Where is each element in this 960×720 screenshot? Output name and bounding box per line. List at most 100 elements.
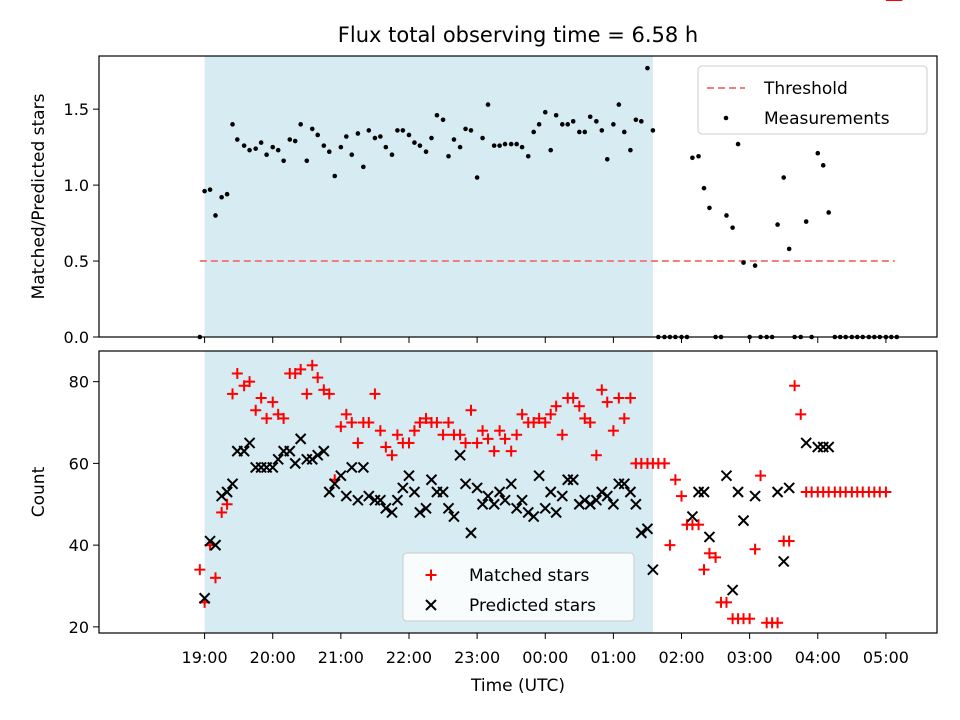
data-point-x <box>624 486 637 498</box>
data-point-x <box>386 506 398 519</box>
data-point-dot <box>707 205 712 211</box>
data-point-plus <box>880 486 892 498</box>
data-point-plus <box>346 417 358 429</box>
data-point-dot <box>372 135 378 141</box>
data-point-dot <box>309 126 315 132</box>
data-point-dot <box>332 173 338 179</box>
data-point-plus <box>755 470 767 482</box>
data-point-x <box>243 437 256 449</box>
data-point-dot <box>650 128 656 133</box>
data-point-dot <box>616 102 622 107</box>
data-point-dot <box>604 156 610 162</box>
data-point-x <box>783 482 795 494</box>
data-point-plus <box>306 359 318 371</box>
y-tick-label: 80 <box>69 373 89 392</box>
data-point-dot <box>270 144 276 150</box>
data-point-plus <box>720 596 732 608</box>
data-point-dot <box>440 117 446 123</box>
data-point-plus <box>658 457 670 469</box>
data-point-x <box>647 563 659 576</box>
data-point-plus <box>278 412 290 424</box>
data-point-dot <box>775 222 780 227</box>
data-point-x <box>340 490 353 502</box>
x-tick-label: 23:00 <box>454 648 500 667</box>
data-point-plus <box>216 506 228 518</box>
data-point-plus <box>443 417 455 429</box>
data-point-plus <box>210 572 222 584</box>
data-point-dot <box>815 150 821 156</box>
data-point-dot <box>628 147 633 153</box>
data-point-x <box>499 494 511 506</box>
data-point-dot <box>344 134 349 139</box>
data-point-plus <box>511 429 523 441</box>
legend-box <box>697 65 928 135</box>
x-tick-label: 05:00 <box>863 648 909 667</box>
data-point-x <box>294 433 307 445</box>
data-point-dot <box>599 128 605 133</box>
data-point-x <box>482 490 494 502</box>
data-point-x <box>630 498 642 510</box>
data-point-x <box>737 514 750 527</box>
data-point-plus <box>244 376 256 388</box>
x-tick-label: 02:00 <box>658 648 704 667</box>
data-point-dot <box>570 119 576 124</box>
data-point-dot <box>395 128 400 133</box>
data-point-x <box>567 474 579 486</box>
data-point-plus <box>539 417 551 429</box>
x-tick-label: 20:00 <box>250 648 296 667</box>
data-point-plus <box>550 400 562 412</box>
data-point-plus <box>482 433 494 445</box>
data-point-dot <box>639 119 644 124</box>
data-point-x <box>459 478 472 490</box>
data-point-dot <box>621 129 627 135</box>
x-tick-label: 00:00 <box>522 648 568 667</box>
data-point-dot <box>338 144 344 150</box>
data-point-dot <box>292 138 298 144</box>
data-point-x <box>454 449 466 461</box>
data-point-dot <box>587 114 593 120</box>
data-point-plus <box>231 367 243 379</box>
data-point-plus <box>664 539 676 551</box>
y-axis-ratio: 0.0 0.5 1.0 1.5 <box>64 100 99 347</box>
data-point-dot <box>508 141 514 147</box>
y-axis-label-ratio: Matched/Predicted stars <box>29 93 49 299</box>
data-point-dot <box>645 65 650 71</box>
data-point-dot <box>548 147 554 153</box>
y-axis-count: 20 40 60 80 <box>69 373 99 637</box>
data-point-x <box>289 457 301 470</box>
data-point-dot <box>451 137 457 142</box>
data-point-plus <box>505 445 517 457</box>
data-point-plus <box>772 617 784 629</box>
data-point-x <box>510 502 523 515</box>
data-point-dot <box>468 128 474 133</box>
data-point-x <box>363 490 375 502</box>
data-point-x <box>822 441 835 453</box>
data-point-plus <box>352 437 364 449</box>
y-tick-label: 40 <box>69 536 89 555</box>
data-point-x <box>311 449 324 461</box>
legend-label: Threshold <box>763 79 848 99</box>
data-point-x <box>550 506 562 519</box>
panel-count: 20 40 60 80 19:00 20:00 21:00 22:00 23:00 00:00 0… <box>29 0 938 667</box>
data-point-x <box>533 469 545 482</box>
data-point-dot <box>207 187 213 192</box>
data-point-plus <box>301 388 313 400</box>
data-point-plus <box>607 425 619 437</box>
data-point-plus <box>460 437 472 449</box>
data-point-dot <box>378 134 383 139</box>
data-point-dot <box>826 210 831 215</box>
chart-title: Flux total observing time = 6.58 h <box>338 23 698 47</box>
data-point-plus <box>590 449 602 461</box>
data-point-x <box>703 531 716 543</box>
observing-window-shade-top <box>204 56 653 337</box>
data-point-dot <box>304 158 310 164</box>
data-point-dot <box>525 153 531 159</box>
data-point-x <box>516 494 528 506</box>
y-tick-label: 0.5 <box>64 252 89 271</box>
data-point-plus <box>584 417 596 429</box>
data-point-plus <box>710 551 722 563</box>
data-point-plus <box>335 421 347 433</box>
data-point-x <box>601 490 613 502</box>
data-point-dot <box>786 246 792 252</box>
data-point-plus <box>499 433 511 445</box>
